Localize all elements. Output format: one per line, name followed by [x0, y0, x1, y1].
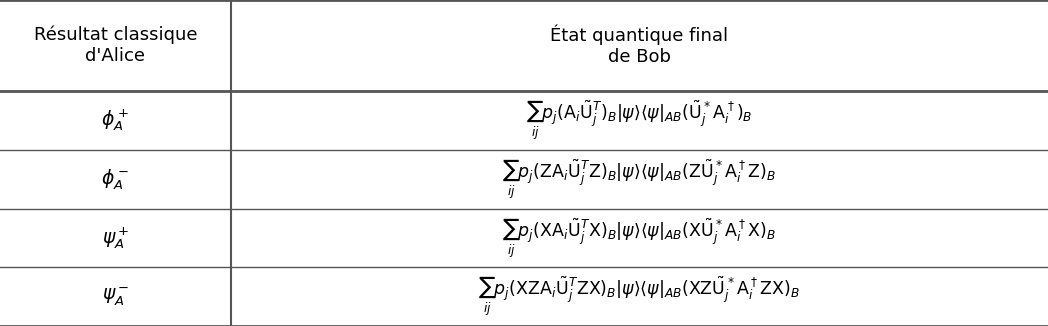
- Text: État quantique final
de Bob: État quantique final de Bob: [550, 25, 728, 66]
- Text: $\psi_A^+$: $\psi_A^+$: [102, 225, 129, 251]
- Text: $\psi_A^-$: $\psi_A^-$: [102, 286, 129, 308]
- Text: $\phi_A^-$: $\phi_A^-$: [102, 167, 129, 192]
- Text: $\sum_{ij} p_j (\mathrm{X}\mathrm{Z}\mathrm{A}_i \tilde{\mathrm{U}}_j^T \mathrm{: $\sum_{ij} p_j (\mathrm{X}\mathrm{Z}\mat…: [478, 275, 801, 318]
- Text: $\sum_{ij} p_j (\mathrm{X}\mathrm{A}_i \tilde{\mathrm{U}}_j^T \mathrm{X})_B |\ps: $\sum_{ij} p_j (\mathrm{X}\mathrm{A}_i \…: [502, 216, 777, 259]
- Text: $\phi_A^+$: $\phi_A^+$: [102, 108, 129, 133]
- Text: $\sum_{ij} p_j (\mathrm{A}_i \tilde{\mathrm{U}}_j^T)_B |\psi\rangle\langle\psi|_: $\sum_{ij} p_j (\mathrm{A}_i \tilde{\mat…: [526, 99, 752, 142]
- Text: Résultat classique
d'Alice: Résultat classique d'Alice: [34, 26, 197, 65]
- Text: $\sum_{ij} p_j (\mathrm{Z}\mathrm{A}_i \tilde{\mathrm{U}}_j^T \mathrm{Z})_B |\ps: $\sum_{ij} p_j (\mathrm{Z}\mathrm{A}_i \…: [502, 158, 777, 201]
